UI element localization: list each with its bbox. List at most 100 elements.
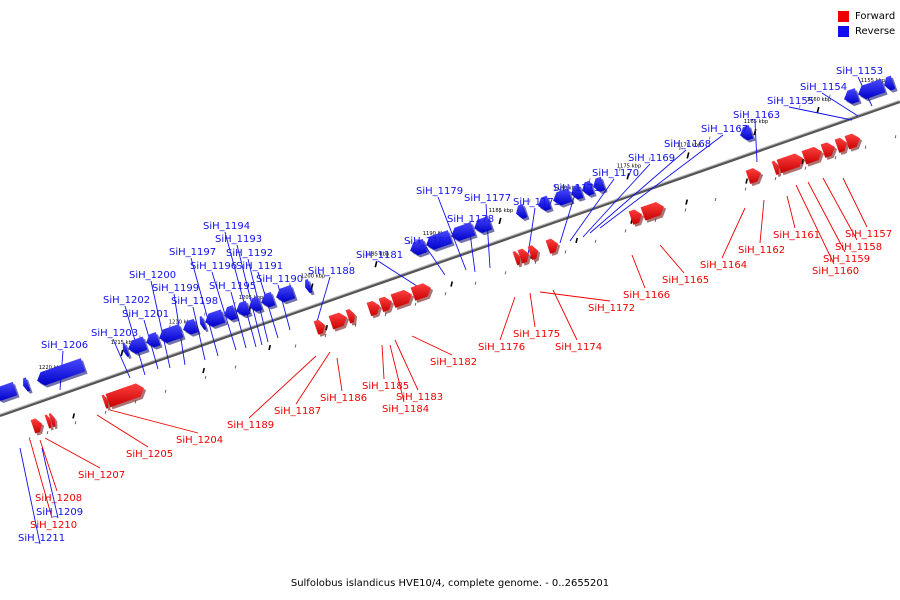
reverse-gene-label: SiH_1178 [447,214,494,225]
reverse-leader-line [485,203,491,269]
reverse-gene [128,336,148,354]
legend-forward-label: Forward [855,11,896,22]
major-tick [626,173,630,180]
lower-track-dot [294,344,297,348]
reverse-gene-label: SiH_1180 [404,236,451,247]
reverse-gene [451,222,476,242]
forward-gene [366,300,380,317]
scale-label: 1190 kbp [423,231,448,237]
reverse-gene-label: SiH_1195 [209,281,256,292]
reverse-gene [740,125,754,141]
forward-leader-line [44,437,101,469]
reverse-leader-line [821,92,859,117]
major-tick [120,349,124,357]
forward-leader-line [631,254,646,289]
forward-gene-label: SiH_1176 [478,342,525,353]
reverse-leader-line [569,178,615,242]
upper-track-dot [768,115,771,119]
forward-leader-line [389,344,405,403]
scale-label: 1175 kbp [617,163,642,169]
lower-track-dot [684,208,687,212]
reverse-leader-line [19,447,41,545]
forward-leader-line [539,291,611,302]
upper-track-dot [708,136,711,140]
reverse-gene-label: SiH_1203 [91,328,138,339]
reverse-gene [276,284,296,303]
reverse-leader-line [211,271,237,351]
reverse-gene-label: SiH_1196 [190,261,237,272]
reverse-leader-line [315,276,331,326]
forward-gene-label: SiH_1189 [227,420,274,431]
forward-gene-label: SiH_1165 [662,275,709,286]
reverse-gene-label: SiH_1153 [836,66,883,77]
reverse-gene [261,291,276,308]
reverse-gene-label: SiH_1169 [628,153,675,164]
forward-gene-label: SiH_1184 [382,404,429,415]
forward-leader-line [109,409,199,434]
forward-gene-label: SiH_1157 [845,229,892,240]
forward-gene [834,137,847,153]
reverse-gene-label: SiH_1202 [103,295,150,306]
legend: Forward Reverse [838,9,895,39]
forward-gene [105,383,144,408]
reverse-gene [538,195,552,211]
forward-gene-label: SiH_1161 [773,230,820,241]
forward-gene [44,414,52,429]
lower-tick [450,281,454,287]
upper-track-dot [528,199,531,203]
reverse-gene-label: SiH_1193 [215,234,262,245]
forward-gene [628,209,642,225]
gene-labels: SiH_1153 SiH_1154 SiH_1155 SiH_1163 SiH_1167… [18,66,892,544]
forward-gene-label: SiH_1210 [30,520,77,531]
reverse-gene-label: SiH_1191 [236,261,283,272]
forward-gene-label: SiH_1186 [320,393,367,404]
upper-track-dot [678,146,681,151]
forward-gene [801,146,822,165]
scale-label: 1155 kbp [861,78,886,84]
upper-track-dot [348,261,351,266]
scale-label: 1205 kbp [239,295,264,301]
forward-leader-line [39,439,58,492]
forward-leader-line [552,289,578,341]
lower-track-dot [46,430,49,435]
lower-track-dot [624,229,627,233]
upper-track-dot [738,125,741,130]
forward-gene-label: SiH_1183 [396,392,443,403]
backbone-line [0,100,900,418]
reverse-gene [553,188,573,206]
reverse-gene [410,238,428,256]
lower-tick [745,178,749,184]
reverse-gene [205,309,226,327]
scale-label: 1180 kbp [554,185,579,191]
scale-label: 1185 kbp [489,208,514,214]
reverse-gene-label: SiH_1177 [464,193,511,204]
reverse-gene [236,300,251,317]
forward-gene-label: SiH_1166 [623,290,670,301]
forward-gene-label: SiH_1159 [823,254,870,265]
scale-label: 1195 kbp [365,251,390,257]
lower-track-dot [234,365,237,369]
forward-leader-line [381,344,385,380]
forward-leader-line [336,357,343,392]
reverse-gene [224,305,238,321]
reverse-gene [593,176,606,192]
forward-leader-line [659,244,685,274]
legend-forward: Forward [838,9,895,24]
lower-tick [575,237,579,244]
reverse-gene-label: SiH_1200 [129,270,176,281]
lower-track-dot [804,166,807,170]
forward-gene [30,418,42,434]
reverse-gene-label: SiH_1206 [41,340,88,351]
forward-gene [390,289,412,308]
forward-leader-line [786,195,796,229]
reverse-gene [305,278,313,294]
reverse-gene [23,377,31,392]
lower-track-dot [414,302,417,306]
reverse-gene [844,88,860,104]
upper-track-dot [618,167,621,171]
reverse-gene-label: SiH_1179 [416,186,463,197]
forward-leader-line [795,184,835,265]
reverse-gene [516,203,528,219]
forward-gene [771,160,779,175]
label-leader-lines [19,76,873,545]
